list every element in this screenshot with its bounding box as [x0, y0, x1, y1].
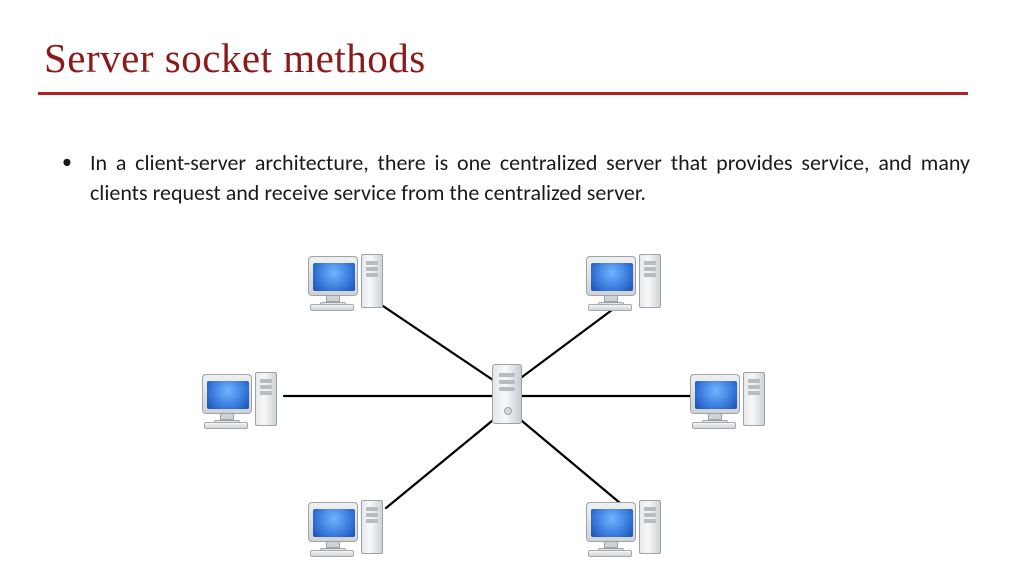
- computer-icon: [690, 372, 772, 428]
- page-title: Server socket methods: [44, 34, 426, 82]
- client-node-mid-left: [202, 372, 284, 428]
- computer-icon: [308, 254, 390, 310]
- client-node-bot-right: [586, 500, 668, 556]
- edge-line: [516, 416, 626, 508]
- client-node-mid-right: [690, 372, 772, 428]
- client-node-bot-left: [308, 500, 390, 556]
- server-node: [492, 364, 522, 424]
- computer-icon: [586, 500, 668, 556]
- edge-line: [380, 304, 496, 382]
- bullet-item: • In a client-server architecture, there…: [62, 148, 970, 207]
- edge-line: [386, 416, 498, 508]
- edge-line: [518, 304, 620, 380]
- client-node-top-left: [308, 254, 390, 310]
- computer-icon: [586, 254, 668, 310]
- computer-icon: [202, 372, 284, 428]
- network-diagram: [196, 254, 816, 564]
- title-underline: [38, 92, 968, 95]
- bullet-text: In a client-server architecture, there i…: [90, 148, 970, 207]
- client-node-top-right: [586, 254, 668, 310]
- server-icon: [492, 364, 522, 424]
- bullet-dot-icon: •: [62, 148, 72, 207]
- computer-icon: [308, 500, 390, 556]
